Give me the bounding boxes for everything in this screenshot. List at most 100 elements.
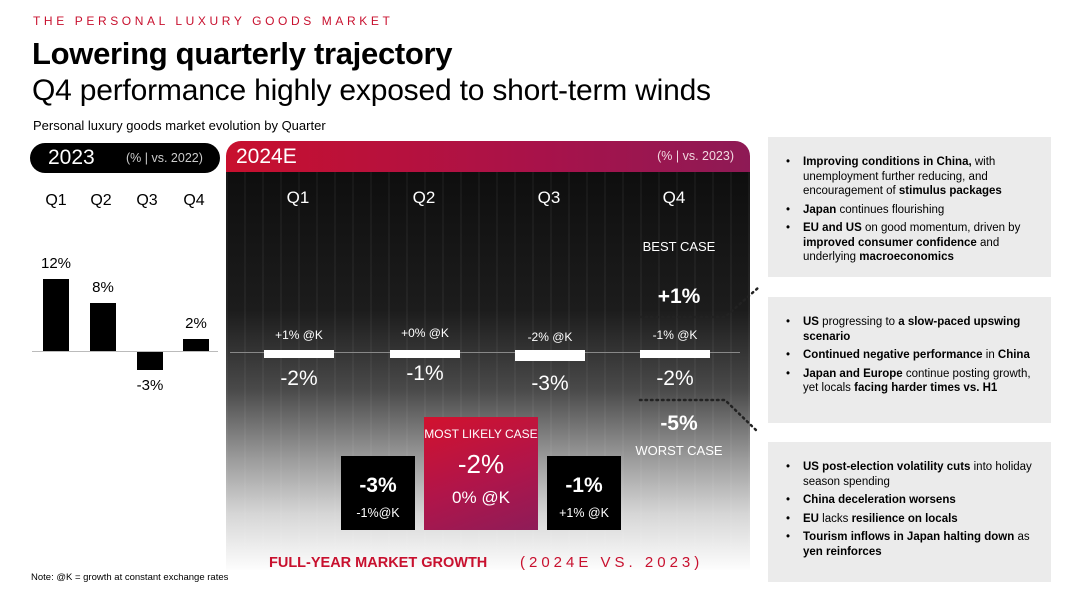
scenario-bullet: EU lacks resilience on locals [786, 512, 1037, 527]
bullet-text: continue posting growth, yet locals [803, 367, 1031, 395]
scenario-bullet: Japan continues flourishing [786, 203, 1037, 218]
most-likely-drivers-box: US progressing to a slow-paced upswing s… [768, 297, 1051, 423]
bar-2024-q4-constant-fx: -1% @K [652, 328, 698, 342]
bullet-bold-text: Tourism inflows in Japan halting down [803, 531, 1015, 543]
bar-2024-q1-label: -2% [280, 367, 318, 390]
bar-2024-q4 [640, 350, 710, 358]
bullet-bold-text: China deceleration worsens [803, 494, 956, 506]
year-2024-label: 2024E [236, 145, 297, 168]
fy-most-likely-label: MOST LIKELY CASE [424, 427, 538, 441]
bullet-bold-text: a slow-paced upswing scenario [803, 316, 1021, 343]
best-case-drivers-box: Improving conditions in China, with unem… [768, 137, 1051, 277]
year-2024-header: 2024E (% | vs. 2023) [226, 141, 750, 172]
bullet-text: progressing to [818, 316, 899, 328]
bullet-bold-text: macroeconomics [859, 251, 954, 263]
chart-2023-baseline [32, 351, 218, 352]
bar-2024-q1-constant-fx: +1% @K [275, 328, 323, 342]
section-kicker: THE PERSONAL LUXURY GOODS MARKET [33, 14, 394, 28]
bar-2023-q2-label: 8% [92, 279, 114, 296]
q23-label-q3: Q3 [136, 192, 158, 209]
scenario-bullet: US post-election volatility cuts into ho… [786, 460, 1037, 489]
fy-left-constant-fx: -1%@K [356, 506, 400, 520]
bar-2023-q3-label: -3% [136, 377, 164, 394]
footnote: Note: @K = growth at constant exchange r… [31, 572, 229, 583]
fy-left-value: -3% [359, 474, 397, 497]
bullet-bold-text: stimulus packages [898, 185, 1002, 197]
year-2023-header: 2023 (% | vs. 2022) [30, 143, 220, 173]
scenario-bullet: Japan and Europe continue posting growth… [786, 367, 1037, 396]
q24-label-q1: Q1 [286, 188, 310, 207]
fy-most-likely-box: MOST LIKELY CASE -2% 0% @K [424, 417, 538, 530]
q23-label-q1: Q1 [45, 192, 67, 209]
fy-most-likely-constant-fx: 0% @K [452, 488, 510, 507]
scenario-bullet: US progressing to a slow-paced upswing s… [786, 315, 1037, 344]
bullet-text: and underlying [803, 236, 1000, 264]
bar-2024-q1 [264, 350, 334, 358]
full-year-title: FULL-YEAR MARKET GROWTH [269, 555, 488, 571]
year-2023-label: 2023 [48, 146, 95, 169]
bullet-bold-text: yen reinforces [803, 545, 882, 558]
bar-2024-q3-label: -3% [531, 372, 569, 395]
scenario-connectors [638, 286, 760, 434]
scenario-bullet: China deceleration worsens [786, 493, 1037, 508]
bullet-text: continues flourishing [836, 203, 945, 216]
fy-right-box: -1% +1% @K [547, 456, 621, 530]
bar-2023-q1-label: 12% [40, 255, 72, 272]
bullet-text: on good momentum, driven by [861, 222, 1021, 234]
bar-2024-q3-constant-fx: -2% @K [527, 330, 573, 344]
page-title: Lowering quarterly trajectory [32, 36, 453, 71]
bar-2023-q2 [90, 303, 116, 351]
bullet-bold-text: US [803, 316, 819, 328]
bullet-bold-text: Improving conditions in China, [803, 156, 972, 168]
bullet-text: into holiday season spending [803, 461, 1032, 488]
bullet-bold-text: US post-election volatility cuts [803, 461, 971, 473]
chart-2024-baseline [230, 352, 740, 353]
bar-2024-q3 [515, 350, 585, 361]
scenario-bullet: Continued negative performance in China [786, 348, 1037, 363]
bullet-text: as [1014, 531, 1030, 543]
bar-2024-q2 [390, 350, 460, 358]
bullet-bold-text: EU and US [803, 222, 862, 234]
scenario-bullet: EU and US on good momentum, driven by im… [786, 221, 1037, 265]
year-2024-unit: (% | vs. 2023) [657, 149, 734, 163]
worst-case-label: WORST CASE [635, 443, 723, 458]
bar-2024-q2-constant-fx: +0% @K [401, 326, 449, 340]
scenario-bullet: Improving conditions in China, with unem… [786, 155, 1037, 199]
bullet-text: with unemployment further reducing, and … [803, 156, 996, 197]
worst-case-drivers-box: US post-election volatility cuts into ho… [768, 442, 1051, 582]
scenario-bullet: Tourism inflows in Japan halting down as… [786, 530, 1037, 559]
bullet-bold-text: Japan and Europe [803, 367, 903, 380]
q24-label-q2: Q2 [412, 188, 436, 207]
fy-right-value: -1% [565, 474, 603, 497]
bullet-bold-text: Continued negative performance [803, 349, 983, 361]
bullet-bold-text: improved consumer confidence [803, 236, 977, 249]
best-case-value: +1% [657, 285, 701, 308]
chart-caption: Personal luxury goods market evolution b… [33, 118, 326, 133]
fy-left-box: -3% -1%@K [341, 456, 415, 530]
full-year-subtitle: (2024E VS. 2023) [520, 554, 704, 571]
best-case-label: BEST CASE [642, 239, 716, 254]
q24-label-q3: Q3 [537, 188, 561, 207]
bullet-bold-text: resilience on locals [851, 512, 958, 525]
bar-2023-q1 [43, 279, 69, 351]
bullet-bold-text: China [997, 349, 1030, 361]
bullet-text: in [982, 349, 998, 361]
bullet-bold-text: EU [803, 512, 819, 525]
fy-right-constant-fx: +1% @K [559, 506, 609, 520]
worst-case-value: -5% [660, 412, 698, 435]
bar-2023-q3 [137, 352, 163, 370]
bar-2023-q4-label: 2% [185, 315, 207, 332]
q23-label-q4: Q4 [183, 192, 205, 209]
bar-2024-q2-label: -1% [406, 362, 444, 385]
q23-label-q2: Q2 [90, 192, 112, 209]
year-2023-unit: (% | vs. 2022) [126, 151, 203, 165]
chart-2024-background [226, 170, 750, 570]
q24-label-q4: Q4 [662, 188, 686, 207]
bar-2023-q4 [183, 339, 209, 351]
bullet-text: lacks [818, 512, 852, 525]
bullet-bold-text: facing harder times vs. H1 [854, 382, 998, 394]
page-subtitle: Q4 performance highly exposed to short-t… [32, 74, 711, 107]
fy-most-likely-value: -2% [457, 449, 505, 479]
bullet-bold-text: Japan [803, 203, 837, 216]
bar-2024-q4-label: -2% [656, 367, 694, 390]
